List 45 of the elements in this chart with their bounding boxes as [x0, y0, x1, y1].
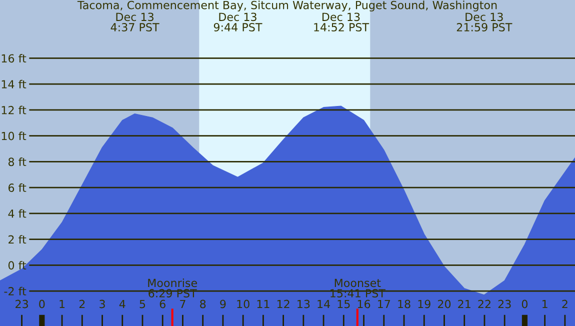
x-tick-label: 21	[458, 300, 470, 308]
annotation: Dec 13 21:59 PST	[456, 12, 512, 32]
ref-line-label: Moonrise 6:29 PST	[148, 278, 197, 298]
annotation: Dec 13 4:37 PST	[110, 12, 160, 32]
y-tick-label: 6 ft	[8, 183, 26, 192]
x-tick-label: 5	[140, 300, 146, 308]
x-tick-label: 23	[498, 300, 511, 308]
annotation: Dec 13 9:44 PST	[214, 12, 262, 32]
x-tick-label: 19	[418, 300, 430, 308]
y-tick-label: 0 ft	[8, 260, 26, 270]
x-tick-label: 3	[100, 300, 105, 308]
y-tick-label: 10 ft	[2, 132, 26, 140]
x-tick-label: 7	[180, 300, 186, 308]
x-tick-label: 4	[119, 300, 126, 308]
x-tick-label: 10	[237, 300, 250, 308]
x-tick-label: 2	[79, 300, 85, 308]
y-tick-label: 14 ft	[2, 80, 26, 88]
x-tick-label: 22	[478, 300, 490, 308]
ref-line-label: Moonset 15:41 PST	[330, 278, 386, 298]
x-tick-label: 6	[160, 300, 166, 308]
x-tick-label: 0	[39, 300, 45, 308]
x-tick-label: 9	[220, 300, 226, 308]
chart-title: Tacoma, Commencement Bay, Sitcum Waterway, Puget Sound, Washington	[77, 0, 497, 12]
y-tick-label: 16 ft	[2, 54, 26, 63]
x-tick-label: 11	[257, 300, 270, 308]
y-tick-label: 2 ft	[8, 235, 26, 244]
x-tick-label: 1	[542, 300, 548, 308]
y-tick-label: 4 ft	[8, 209, 26, 218]
y-tick-label: 8 ft	[8, 157, 26, 166]
x-tick-label: 15	[338, 300, 350, 308]
annotation: Dec 13 14:52 PST	[314, 12, 370, 32]
x-tick-label: 17	[378, 300, 390, 308]
x-tick-label: 8	[200, 300, 206, 308]
x-tick-label: 18	[398, 300, 410, 308]
y-tick-label: 12 ft	[2, 106, 26, 114]
x-tick-label: 12	[277, 300, 290, 308]
x-tick-label: 16	[358, 300, 370, 308]
x-tick-label: 2	[562, 300, 568, 308]
x-tick-label: 0	[522, 300, 528, 308]
x-tick-label: 20	[438, 300, 451, 308]
x-tick-label: 14	[318, 300, 330, 308]
x-tick-label: 13	[298, 300, 310, 308]
x-tick-label: 23	[16, 300, 28, 308]
x-tick-label: 1	[60, 300, 65, 308]
y-tick-label: -2 ft	[4, 286, 26, 296]
